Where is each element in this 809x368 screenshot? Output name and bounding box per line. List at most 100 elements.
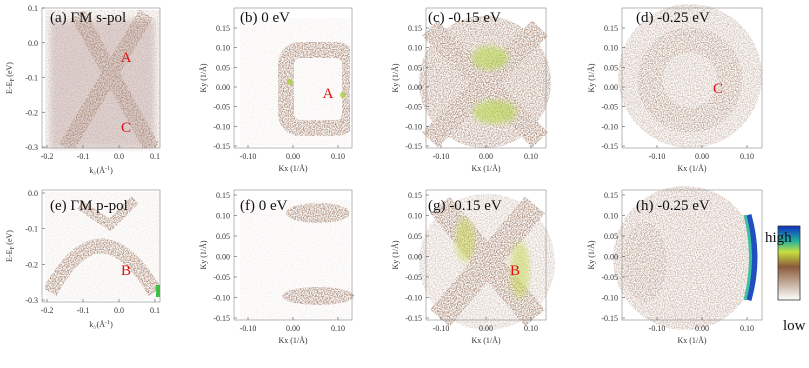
- annotation: C: [121, 120, 131, 136]
- y-axis-label: Ky (1/Å): [587, 63, 596, 92]
- y-tick-label: 0.0: [28, 189, 38, 198]
- x-tick-label: 0.00: [286, 152, 300, 161]
- x-tick-label: 0.00: [479, 324, 493, 333]
- x-axis-label: k//(Å-1): [89, 320, 113, 331]
- x-tick-label: 0.1: [150, 152, 160, 161]
- plot-frame: [621, 7, 763, 149]
- x-axis-label: Kx (1/Å): [471, 336, 500, 345]
- panel-label: (e) ΓM p-pol: [50, 198, 128, 214]
- y-tick-label: 0.15: [604, 24, 618, 33]
- y-tick-label: 0.15: [408, 191, 422, 200]
- y-tick-label: 0.1: [28, 4, 38, 13]
- x-tick-label: -0.2: [41, 306, 54, 315]
- y-tick-label: -0.05: [213, 273, 230, 282]
- y-tick-label: -0.1: [25, 225, 38, 234]
- y-tick-label: -0.15: [601, 314, 618, 323]
- x-axis-label-part: -1: [105, 320, 110, 326]
- y-tick-label: -0.05: [601, 273, 618, 282]
- x-tick-label: 0.00: [479, 152, 493, 161]
- x-tick-label: 0.10: [331, 152, 345, 161]
- annotation: B: [121, 263, 131, 279]
- y-tick-label: 0.00: [216, 253, 230, 262]
- x-axis-label-part: k: [89, 320, 93, 329]
- x-axis-label-part: -1: [105, 166, 110, 172]
- x-tick-label: -0.10: [240, 324, 257, 333]
- intensity-maps: [43, 4, 801, 330]
- x-tick-label: 0.10: [331, 324, 345, 333]
- plot-frame: [621, 189, 763, 321]
- y-tick-label: 0.00: [216, 83, 230, 92]
- y-tick-label: -0.10: [601, 122, 618, 131]
- x-axis-label-part: //: [93, 325, 97, 331]
- x-tick-label: -0.10: [649, 324, 666, 333]
- x-tick-label: -0.10: [649, 152, 666, 161]
- plot-frame: [41, 7, 161, 149]
- x-tick-label: -0.1: [77, 152, 90, 161]
- x-tick-label: 0.00: [286, 324, 300, 333]
- y-tick-label: -0.10: [601, 294, 618, 303]
- y-axis-label: Ky (1/Å): [587, 240, 596, 269]
- x-tick-label: 0.10: [740, 152, 754, 161]
- x-tick-label: 0.10: [524, 324, 538, 333]
- x-tick-label: 0.0: [114, 306, 124, 315]
- colorbar-high: high: [765, 230, 792, 246]
- x-axis-label: Kx (1/Å): [471, 164, 500, 173]
- y-axis-label: E-EF (eV): [5, 62, 16, 94]
- y-axis-label-part: F: [10, 245, 16, 250]
- panel-label: (g) -0.15 eV: [428, 198, 502, 214]
- panel-label: (f) 0 eV: [240, 198, 288, 214]
- annotation: B: [510, 263, 520, 279]
- y-tick-label: -0.15: [601, 142, 618, 151]
- x-axis-label-part: ): [110, 166, 113, 175]
- panel-label: (b) 0 eV: [240, 10, 290, 26]
- x-axis-label-part: (Å: [97, 166, 106, 175]
- annotation: A: [323, 86, 334, 102]
- y-axis-label-part: E-E: [5, 249, 14, 262]
- panel-label: (c) -0.15 eV: [428, 10, 501, 26]
- y-tick-label: 0.10: [216, 212, 230, 221]
- x-tick-label: -0.1: [77, 306, 90, 315]
- y-axis-label-part: (eV): [5, 62, 14, 77]
- y-tick-label: 0.05: [604, 232, 618, 241]
- y-tick-label: 0.10: [604, 212, 618, 221]
- y-axis-label: Ky (1/Å): [391, 240, 400, 269]
- y-axis-label-part: E-E: [5, 81, 14, 94]
- y-tick-label: -0.10: [405, 122, 422, 131]
- y-tick-label: -0.05: [601, 103, 618, 112]
- panel-label: (a) ΓM s-pol: [50, 10, 126, 26]
- colorbar-low: low: [783, 318, 806, 334]
- y-tick-label: 0.00: [604, 253, 618, 262]
- y-tick-label: -0.15: [405, 314, 422, 323]
- x-axis-label-part: (Å: [97, 320, 106, 329]
- y-tick-label: 0.15: [604, 191, 618, 200]
- y-tick-label: -0.05: [405, 273, 422, 282]
- x-axis-label-part: ): [110, 320, 113, 329]
- y-axis-label-part: (eV): [5, 230, 14, 245]
- x-tick-label: -0.2: [41, 152, 54, 161]
- y-tick-label: 0.05: [604, 63, 618, 72]
- y-tick-label: 0.0: [28, 39, 38, 48]
- y-tick-label: -0.15: [213, 314, 230, 323]
- y-tick-label: -0.10: [213, 122, 230, 131]
- x-axis-label: k//(Å-1): [89, 166, 113, 177]
- y-tick-label: -0.2: [25, 260, 38, 269]
- y-tick-label: 0.05: [216, 232, 230, 241]
- y-tick-label: -0.10: [405, 294, 422, 303]
- x-tick-label: -0.10: [240, 152, 257, 161]
- y-tick-label: 0.10: [408, 44, 422, 53]
- x-tick-label: 0.00: [695, 324, 709, 333]
- x-axis-label: Kx (1/Å): [278, 336, 307, 345]
- y-axis-label: Ky (1/Å): [391, 63, 400, 92]
- y-tick-label: -0.15: [405, 142, 422, 151]
- y-tick-label: -0.1: [25, 74, 38, 83]
- y-tick-label: 0.00: [408, 253, 422, 262]
- y-tick-label: -0.10: [213, 294, 230, 303]
- y-tick-label: 0.15: [216, 24, 230, 33]
- y-axis-label-part: F: [10, 77, 16, 82]
- panel-label: (d) -0.25 eV: [636, 10, 710, 26]
- y-tick-label: 0.15: [408, 24, 422, 33]
- annotation: A: [121, 50, 132, 66]
- x-axis-label-part: //: [93, 171, 97, 177]
- x-tick-label: 0.0: [114, 152, 124, 161]
- x-axis-label: Kx (1/Å): [278, 164, 307, 173]
